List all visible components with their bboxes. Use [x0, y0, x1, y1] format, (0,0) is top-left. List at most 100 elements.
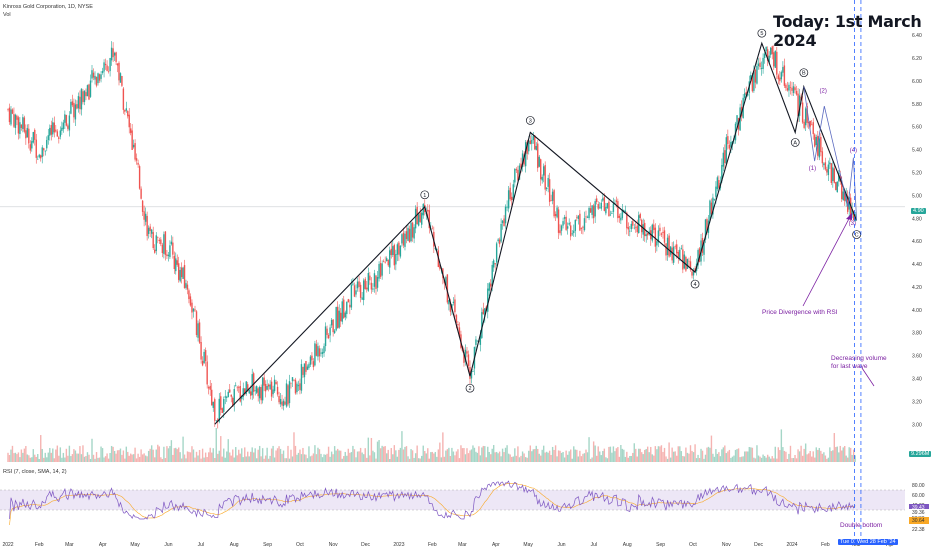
candle-body	[404, 233, 406, 247]
candle-body	[507, 190, 510, 209]
volume-bar	[731, 456, 734, 462]
volume-bar	[61, 457, 63, 462]
volume-bar	[788, 453, 790, 462]
volume-bar	[154, 457, 156, 462]
candle-body	[760, 67, 763, 69]
volume-bar	[425, 453, 427, 462]
volume-bar	[428, 458, 430, 462]
candle-body	[186, 284, 189, 290]
candle-body	[458, 327, 461, 337]
time-tick-label: Nov	[329, 542, 338, 548]
volume-bar	[579, 450, 581, 462]
volume-bar	[70, 456, 72, 462]
volume-bar	[281, 453, 283, 462]
volume-bar	[751, 447, 754, 462]
candle-body	[697, 250, 699, 266]
volume-bar	[443, 456, 446, 462]
candle-body	[152, 232, 154, 249]
candle-body	[378, 264, 380, 279]
candle-body	[161, 244, 164, 254]
price-tick-label: 3.80	[912, 331, 922, 337]
time-tick-label: Jul	[198, 542, 204, 548]
volume-bar	[152, 449, 154, 462]
volume-bar	[656, 449, 658, 462]
volume-bar	[669, 457, 672, 462]
candle-body	[332, 319, 334, 333]
volume-bar	[491, 448, 493, 462]
price-tick-label: 5.40	[912, 148, 922, 154]
volume-bar	[440, 457, 443, 462]
volume-bar	[557, 450, 560, 462]
volume-bar	[264, 455, 267, 462]
candle-body	[150, 229, 153, 234]
volume-bar	[378, 440, 380, 462]
candle-body	[227, 391, 229, 397]
volume-bar	[497, 453, 499, 462]
candle-body	[276, 386, 279, 395]
candle-body	[666, 237, 669, 256]
candle-body	[314, 343, 316, 366]
candle-body	[215, 420, 217, 421]
wave-label: 1	[423, 193, 426, 199]
volume-bar	[466, 448, 468, 462]
candle-body	[71, 101, 74, 106]
candle-body	[537, 143, 539, 169]
candle-body	[288, 381, 291, 404]
volume-bar	[451, 447, 453, 462]
candle-body	[103, 62, 105, 72]
candle-body	[413, 227, 415, 239]
volume-bar	[725, 453, 728, 462]
candle-body	[488, 283, 490, 291]
candle-body	[241, 396, 243, 400]
volume-bar	[86, 452, 89, 462]
candle-body	[306, 366, 309, 370]
volume-bar	[532, 449, 534, 462]
candle-body	[379, 263, 382, 277]
volume-bar	[150, 445, 153, 462]
volume-bar	[566, 454, 569, 462]
candle-body	[355, 290, 357, 295]
candle-body	[490, 283, 492, 287]
volume-bar	[107, 458, 110, 462]
candle-body	[309, 356, 312, 365]
volume-bar	[766, 454, 769, 462]
candle-body	[795, 90, 798, 95]
volume-bar	[600, 455, 602, 462]
candle-body	[233, 388, 235, 405]
volume-bar	[245, 456, 247, 462]
candle-body	[343, 299, 345, 319]
candle-body	[452, 301, 455, 304]
candle-body	[779, 77, 781, 82]
volume-bar	[773, 458, 775, 462]
volume-bar	[803, 448, 805, 462]
volume-bar	[189, 452, 192, 462]
price-tick-label: 4.00	[912, 308, 922, 314]
volume-bar	[7, 452, 9, 462]
volume-bar	[82, 445, 84, 462]
candle-body	[529, 140, 532, 144]
wave-label: C	[855, 233, 859, 239]
candle-body	[238, 387, 240, 388]
volume-bar	[534, 449, 536, 462]
candle-body	[182, 267, 184, 279]
volume-bar	[783, 450, 786, 462]
candle-body	[239, 385, 241, 402]
candle-body	[157, 237, 159, 238]
volume-bar	[65, 448, 68, 462]
candle-body	[398, 242, 400, 255]
candle-body	[785, 84, 787, 89]
candle-body	[683, 254, 686, 269]
candle-body	[61, 127, 63, 131]
candle-body	[115, 52, 117, 62]
candle-body	[163, 234, 165, 254]
candle-body	[836, 181, 838, 193]
candle-body	[623, 209, 625, 211]
volume-bar	[733, 455, 735, 462]
volume-bar	[129, 453, 132, 462]
candle-body	[556, 207, 558, 218]
volume-bar	[381, 445, 383, 462]
price-tick-label: 3.40	[912, 377, 922, 383]
volume-bar	[804, 443, 807, 462]
volume-bar	[760, 457, 763, 462]
